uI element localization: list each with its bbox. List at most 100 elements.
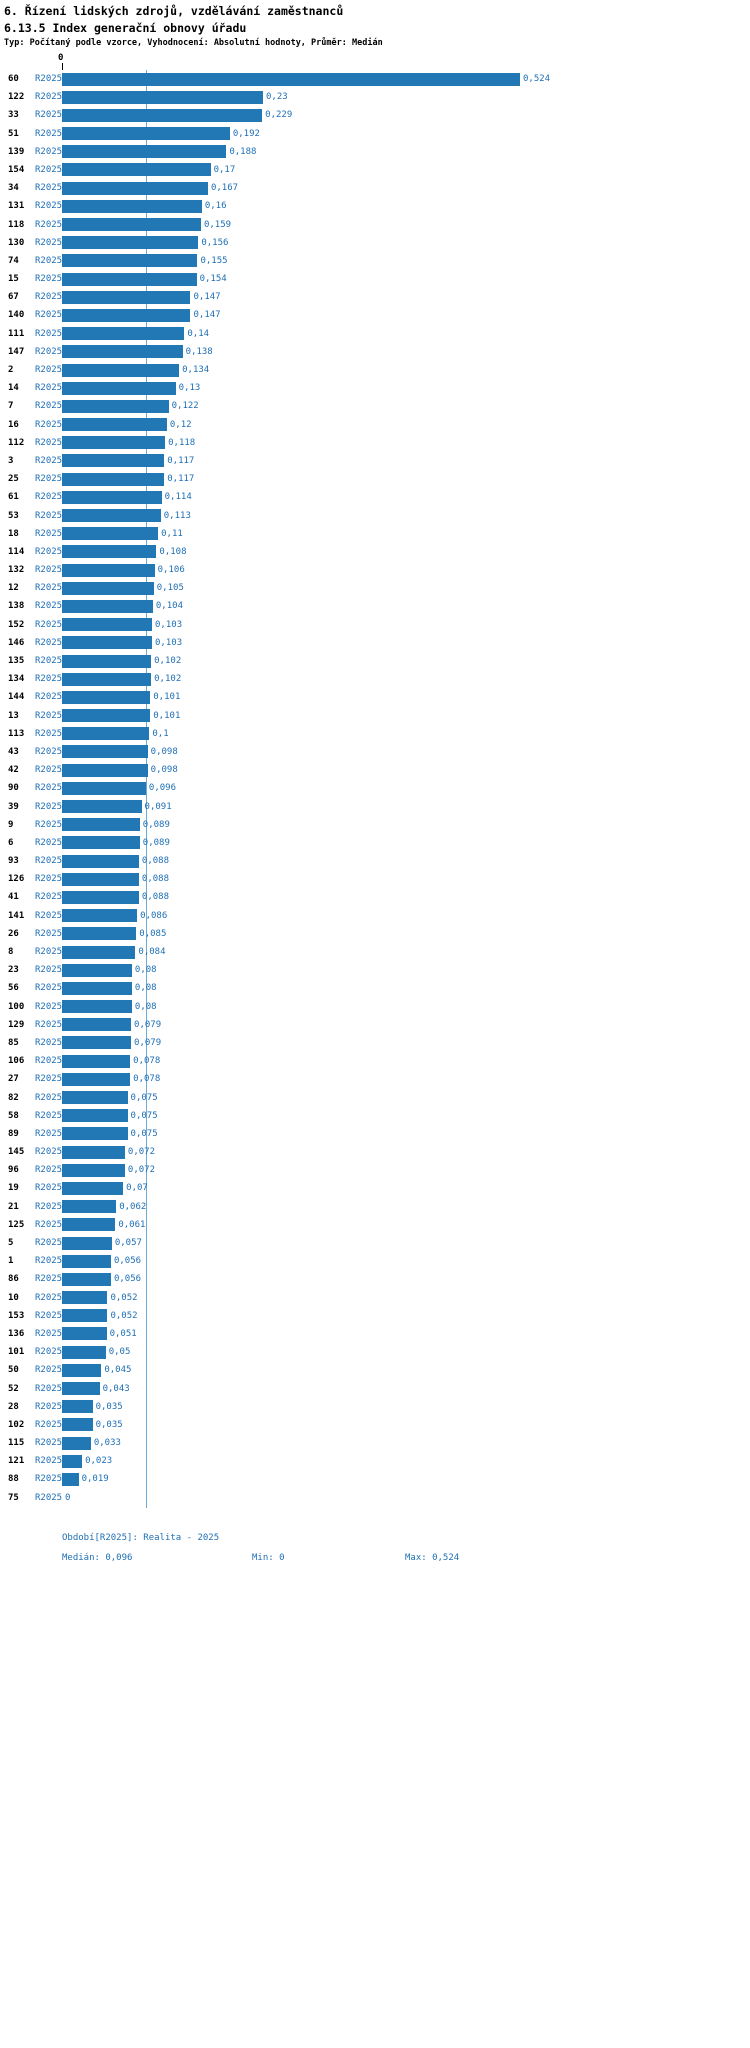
bar-wrap: 0,096 bbox=[62, 781, 176, 795]
bar[interactable] bbox=[62, 1127, 128, 1141]
bar[interactable] bbox=[62, 1400, 93, 1414]
bar[interactable] bbox=[62, 945, 136, 959]
bar[interactable] bbox=[62, 581, 154, 595]
bar[interactable] bbox=[62, 727, 150, 741]
bar[interactable] bbox=[62, 1000, 132, 1014]
bar[interactable] bbox=[62, 1200, 117, 1214]
bar[interactable] bbox=[62, 72, 520, 86]
bar[interactable] bbox=[62, 236, 199, 250]
bar[interactable] bbox=[62, 381, 176, 395]
bar[interactable] bbox=[62, 327, 185, 341]
row-category-label: 141 bbox=[8, 910, 25, 921]
bar[interactable] bbox=[62, 1454, 83, 1468]
bar-wrap: 0,102 bbox=[62, 672, 181, 686]
bar[interactable] bbox=[62, 1181, 124, 1195]
table-row: 122 R2025 0,23 bbox=[0, 88, 750, 106]
bar[interactable] bbox=[62, 854, 139, 868]
bar[interactable] bbox=[62, 127, 230, 141]
bar[interactable] bbox=[62, 963, 132, 977]
bar[interactable] bbox=[62, 709, 151, 723]
bar-wrap: 0,08 bbox=[62, 963, 157, 977]
bar[interactable] bbox=[62, 1291, 108, 1305]
bar[interactable] bbox=[62, 1054, 131, 1068]
bar[interactable] bbox=[62, 1036, 132, 1050]
bar[interactable] bbox=[62, 509, 161, 522]
bar[interactable] bbox=[62, 1418, 93, 1432]
bar-wrap: 0,056 bbox=[62, 1254, 141, 1268]
bar[interactable] bbox=[62, 527, 159, 541]
bar[interactable] bbox=[62, 872, 139, 886]
bar-wrap: 0,188 bbox=[62, 145, 257, 159]
row-category-label: 147 bbox=[8, 346, 25, 357]
table-row: 3 R2025 0,117 bbox=[0, 452, 750, 470]
bar[interactable] bbox=[62, 145, 227, 159]
bar-value-label: 0,188 bbox=[229, 146, 257, 157]
bar[interactable] bbox=[62, 690, 151, 704]
bar[interactable] bbox=[62, 927, 137, 941]
bar[interactable] bbox=[62, 563, 155, 577]
bar[interactable] bbox=[62, 1254, 111, 1268]
bar[interactable] bbox=[62, 1436, 91, 1450]
bar[interactable] bbox=[62, 399, 169, 413]
bar[interactable] bbox=[62, 618, 153, 632]
bar[interactable] bbox=[62, 1018, 132, 1032]
bar[interactable] bbox=[62, 1309, 108, 1323]
bar[interactable] bbox=[62, 90, 264, 104]
bar[interactable] bbox=[62, 763, 148, 777]
row-series-label: R2025 bbox=[35, 419, 63, 430]
bar[interactable] bbox=[62, 981, 132, 995]
bar-value-label: 0,105 bbox=[156, 583, 184, 594]
bar-value-label: 0,23 bbox=[266, 92, 288, 103]
bar[interactable] bbox=[62, 290, 191, 304]
bar[interactable] bbox=[62, 218, 201, 231]
median-line bbox=[145, 70, 147, 1508]
bar-wrap: 0,05 bbox=[62, 1345, 130, 1359]
bar[interactable] bbox=[62, 1072, 131, 1086]
bar[interactable] bbox=[62, 108, 263, 122]
bar[interactable] bbox=[62, 1218, 116, 1232]
bar[interactable] bbox=[62, 1109, 128, 1123]
bar[interactable] bbox=[62, 272, 197, 286]
bar[interactable] bbox=[62, 308, 191, 322]
bar[interactable] bbox=[62, 745, 148, 759]
bar[interactable] bbox=[62, 1472, 79, 1486]
bar[interactable] bbox=[62, 672, 152, 686]
bar[interactable] bbox=[62, 454, 165, 468]
bar[interactable] bbox=[62, 436, 166, 450]
bar[interactable] bbox=[62, 800, 142, 813]
bar[interactable] bbox=[62, 836, 140, 850]
bar[interactable] bbox=[62, 1091, 128, 1104]
bar[interactable] bbox=[62, 545, 157, 559]
bar[interactable] bbox=[62, 163, 211, 177]
bar[interactable] bbox=[62, 890, 139, 904]
bar-chart: 60 R2025 0,524 122 R2025 0,23 33 R2025 0… bbox=[0, 70, 750, 1508]
bar[interactable] bbox=[62, 363, 180, 377]
bar[interactable] bbox=[62, 490, 162, 504]
bar[interactable] bbox=[62, 1163, 125, 1177]
bar[interactable] bbox=[62, 199, 202, 213]
bar[interactable] bbox=[62, 1145, 125, 1159]
bar[interactable] bbox=[62, 654, 152, 668]
bar[interactable] bbox=[62, 1327, 107, 1341]
bar[interactable] bbox=[62, 418, 167, 432]
bar[interactable] bbox=[62, 636, 153, 650]
row-series-label: R2025 bbox=[35, 1001, 63, 1012]
bar[interactable] bbox=[62, 781, 146, 795]
bar[interactable] bbox=[62, 818, 140, 832]
bar[interactable] bbox=[62, 1382, 100, 1395]
bar[interactable] bbox=[62, 472, 165, 486]
bar[interactable] bbox=[62, 1236, 112, 1250]
bar[interactable] bbox=[62, 181, 208, 195]
bar[interactable] bbox=[62, 599, 153, 613]
bar[interactable] bbox=[62, 909, 138, 923]
table-row: 10 R2025 0,052 bbox=[0, 1289, 750, 1307]
footer-median: Medián: 0,096 bbox=[62, 1553, 133, 1563]
bar[interactable] bbox=[62, 1363, 102, 1377]
bar-wrap: 0,229 bbox=[62, 108, 292, 122]
bar[interactable] bbox=[62, 254, 198, 268]
bar-wrap: 0,147 bbox=[62, 308, 221, 322]
bar[interactable] bbox=[62, 1272, 111, 1286]
table-row: 136 R2025 0,051 bbox=[0, 1325, 750, 1343]
bar[interactable] bbox=[62, 345, 183, 359]
bar[interactable] bbox=[62, 1345, 106, 1359]
